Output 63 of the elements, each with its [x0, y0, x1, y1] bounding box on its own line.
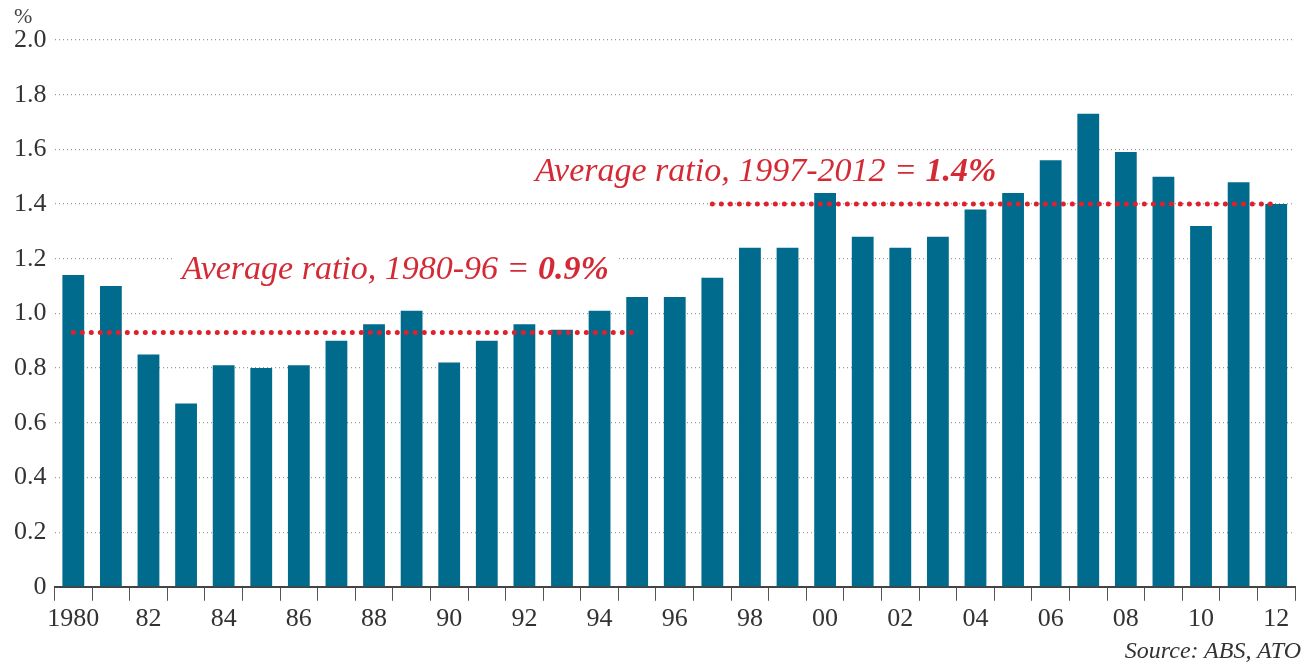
bar [1002, 193, 1024, 587]
bar [438, 362, 461, 587]
x-tick-label: 90 [436, 603, 463, 633]
bar [588, 310, 611, 587]
bar [1227, 182, 1250, 587]
bar [325, 340, 348, 587]
bar [513, 324, 536, 587]
bar [62, 275, 85, 587]
bar [212, 365, 235, 587]
bar [400, 310, 423, 587]
y-tick-label: 1.2 [14, 242, 47, 272]
annotation: Average ratio, 1997-2012 = 1.4% [533, 151, 997, 189]
bar [889, 247, 912, 587]
x-tick-label: 84 [210, 603, 237, 633]
x-tick-label: 88 [361, 603, 388, 633]
y-tick-label: 0 [33, 570, 47, 600]
bar [1152, 176, 1175, 587]
x-tick-label: 02 [887, 603, 914, 633]
bar [287, 365, 310, 587]
bar [175, 403, 197, 587]
bar [1190, 225, 1212, 587]
bar [1265, 204, 1288, 587]
bar [475, 340, 498, 587]
x-tick-label: 1980 [47, 603, 100, 633]
bar [739, 247, 761, 587]
bar [926, 236, 949, 587]
bar [964, 209, 987, 587]
bar [1077, 113, 1100, 587]
bar [363, 324, 385, 587]
bar [626, 297, 649, 587]
bar [814, 193, 837, 587]
source-note: Source: ABS, ATO [1124, 637, 1301, 664]
bar [663, 297, 686, 587]
x-tick-label: 12 [1263, 603, 1290, 633]
bar [851, 236, 874, 587]
x-tick-label: 00 [812, 603, 839, 633]
y-tick-label: 0.2 [14, 515, 47, 545]
annotation: Average ratio, 1980-96 = 0.9% [179, 249, 609, 287]
x-tick-label: 94 [586, 603, 613, 633]
y-tick-label: 0.6 [14, 406, 47, 436]
y-tick-label: 0.4 [14, 461, 47, 491]
x-tick-label: 06 [1037, 603, 1064, 633]
x-tick-label: 98 [736, 603, 763, 633]
bar [99, 286, 122, 587]
x-tick-label: 92 [511, 603, 538, 633]
y-tick-label: 0.8 [14, 351, 47, 381]
bar [250, 368, 273, 587]
bar [137, 354, 160, 587]
x-tick-label: 82 [135, 603, 162, 633]
x-tick-label: 86 [285, 603, 312, 633]
x-tick-label: 96 [661, 603, 688, 633]
bar [1114, 152, 1137, 587]
y-tick-label: 1.8 [14, 78, 47, 108]
y-tick-label: 1.0 [14, 297, 47, 327]
x-tick-label: 10 [1188, 603, 1215, 633]
bar [776, 247, 799, 587]
bar [551, 329, 573, 587]
x-tick-label: 04 [962, 603, 989, 633]
y-tick-label: 1.4 [14, 187, 47, 217]
x-tick-label: 08 [1112, 603, 1139, 633]
bar [701, 277, 724, 587]
bar [1039, 160, 1062, 587]
y-tick-label: 1.6 [14, 133, 47, 163]
